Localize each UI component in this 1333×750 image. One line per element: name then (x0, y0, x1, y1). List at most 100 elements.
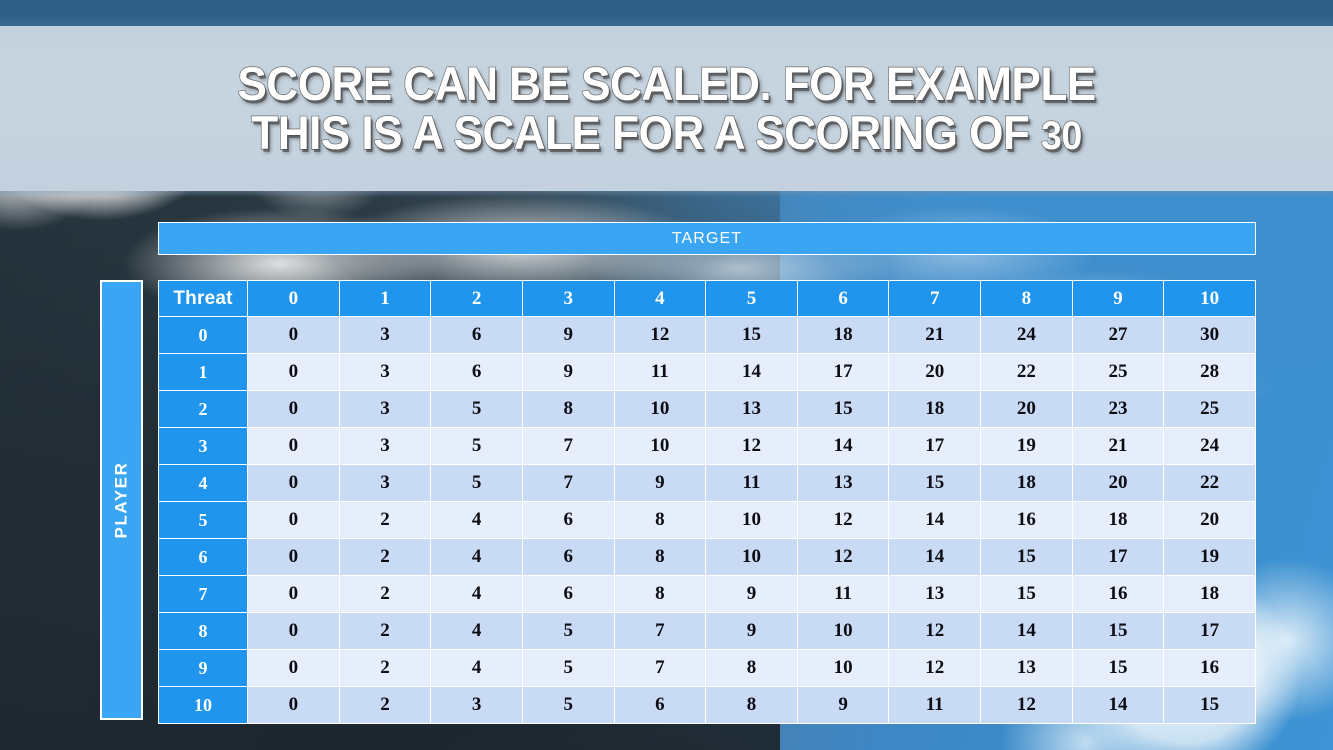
score-cell-p10-t1: 2 (339, 687, 432, 724)
target-column-header-10: 10 (1164, 280, 1256, 317)
score-cell-p0-t7: 21 (889, 317, 981, 354)
score-cell-p10-t9: 14 (1072, 687, 1165, 724)
table-row: 3 0 3 5 7 10 12 14 17 19 21 24 (158, 428, 1256, 465)
score-cell-p8-t7: 12 (889, 613, 981, 650)
score-cell-p0-t2: 6 (431, 317, 523, 354)
score-cell-p0-t9: 27 (1072, 317, 1165, 354)
score-cell-p8-t9: 15 (1072, 613, 1165, 650)
score-cell-p1-t7: 20 (889, 354, 981, 391)
score-cell-p8-t6: 10 (797, 613, 890, 650)
score-cell-p0-t0: 0 (248, 317, 340, 354)
score-cell-p10-t6: 9 (797, 687, 890, 724)
score-cell-p2-t9: 23 (1072, 391, 1165, 428)
score-cell-p0-t10: 30 (1164, 317, 1256, 354)
score-cell-p8-t0: 0 (248, 613, 340, 650)
target-axis-label-bar: TARGET (158, 222, 1256, 255)
table-row: 5 0 2 4 6 8 10 12 14 16 18 20 (158, 502, 1256, 539)
score-cell-p4-t0: 0 (248, 465, 340, 502)
score-cell-p4-t4: 9 (614, 465, 707, 502)
score-cell-p3-t10: 24 (1164, 428, 1256, 465)
score-cell-p9-t3: 5 (522, 650, 615, 687)
player-row-header-0: 0 (158, 317, 248, 354)
target-column-header-0: 0 (248, 280, 340, 317)
score-cell-p5-t8: 16 (981, 502, 1073, 539)
score-cell-p9-t5: 8 (706, 650, 798, 687)
matrix-header: Threat 0 1 2 3 4 5 6 7 8 9 10 (158, 280, 1256, 317)
score-cell-p1-t3: 9 (522, 354, 615, 391)
threat-corner-header: Threat (158, 280, 248, 317)
score-cell-p2-t10: 25 (1164, 391, 1256, 428)
target-column-header-9: 9 (1072, 280, 1165, 317)
score-cell-p10-t4: 6 (614, 687, 707, 724)
score-cell-p6-t3: 6 (522, 539, 615, 576)
table-row: 6 0 2 4 6 8 10 12 14 15 17 19 (158, 539, 1256, 576)
score-cell-p2-t6: 15 (797, 391, 890, 428)
score-cell-p7-t8: 15 (981, 576, 1073, 613)
score-cell-p9-t9: 15 (1072, 650, 1165, 687)
score-cell-p2-t4: 10 (614, 391, 707, 428)
score-cell-p8-t5: 9 (706, 613, 798, 650)
table-row: 4 0 3 5 7 9 11 13 15 18 20 22 (158, 465, 1256, 502)
score-cell-p3-t2: 5 (431, 428, 523, 465)
score-cell-p7-t4: 8 (614, 576, 707, 613)
score-cell-p4-t3: 7 (522, 465, 615, 502)
score-cell-p5-t5: 10 (706, 502, 798, 539)
score-cell-p3-t9: 21 (1072, 428, 1165, 465)
score-cell-p4-t5: 11 (706, 465, 798, 502)
score-cell-p2-t5: 13 (706, 391, 798, 428)
score-cell-p1-t6: 17 (797, 354, 890, 391)
title-top-strip (0, 0, 1333, 26)
player-row-header-9: 9 (158, 650, 248, 687)
score-cell-p8-t4: 7 (614, 613, 707, 650)
table-row: 2 0 3 5 8 10 13 15 18 20 23 25 (158, 391, 1256, 428)
score-cell-p7-t1: 2 (339, 576, 432, 613)
player-row-header-6: 6 (158, 539, 248, 576)
target-column-header-2: 2 (431, 280, 523, 317)
score-cell-p0-t8: 24 (981, 317, 1073, 354)
score-cell-p7-t3: 6 (522, 576, 615, 613)
score-cell-p5-t0: 0 (248, 502, 340, 539)
score-cell-p4-t8: 18 (981, 465, 1073, 502)
table-row: 7 0 2 4 6 8 9 11 13 15 16 18 (158, 576, 1256, 613)
score-cell-p7-t10: 18 (1164, 576, 1256, 613)
score-cell-p5-t9: 18 (1072, 502, 1165, 539)
title-line-1: SCORE CAN BE SCALED. FOR EXAMPLE (237, 56, 1097, 110)
scoring-matrix-table: Threat 0 1 2 3 4 5 6 7 8 9 10 0 0 3 6 9 12 15 18 21 24 27 30 1… (158, 280, 1256, 724)
score-cell-p7-t2: 4 (431, 576, 523, 613)
score-cell-p6-t10: 19 (1164, 539, 1256, 576)
score-cell-p9-t0: 0 (248, 650, 340, 687)
score-cell-p5-t3: 6 (522, 502, 615, 539)
score-cell-p7-t9: 16 (1072, 576, 1165, 613)
score-cell-p5-t6: 12 (797, 502, 890, 539)
score-cell-p9-t7: 12 (889, 650, 981, 687)
score-cell-p1-t4: 11 (614, 354, 707, 391)
title-band: SCORE CAN BE SCALED. FOR EXAMPLE THIS IS… (0, 26, 1333, 197)
score-cell-p9-t4: 7 (614, 650, 707, 687)
score-cell-p7-t0: 0 (248, 576, 340, 613)
score-cell-p2-t1: 3 (339, 391, 432, 428)
score-cell-p1-t1: 3 (339, 354, 432, 391)
player-row-header-4: 4 (158, 465, 248, 502)
target-column-header-8: 8 (981, 280, 1073, 317)
table-row: 1 0 3 6 9 11 14 17 20 22 25 28 (158, 354, 1256, 391)
target-column-header-1: 1 (339, 280, 432, 317)
score-cell-p9-t1: 2 (339, 650, 432, 687)
target-column-header-7: 7 (889, 280, 981, 317)
score-cell-p0-t1: 3 (339, 317, 432, 354)
player-row-header-1: 1 (158, 354, 248, 391)
target-column-header-3: 3 (522, 280, 615, 317)
score-cell-p5-t2: 4 (431, 502, 523, 539)
score-cell-p0-t3: 9 (522, 317, 615, 354)
score-cell-p1-t9: 25 (1072, 354, 1165, 391)
table-row: 8 0 2 4 5 7 9 10 12 14 15 17 (158, 613, 1256, 650)
player-row-header-5: 5 (158, 502, 248, 539)
score-cell-p6-t9: 17 (1072, 539, 1165, 576)
score-cell-p0-t4: 12 (614, 317, 707, 354)
score-cell-p5-t7: 14 (889, 502, 981, 539)
score-cell-p4-t10: 22 (1164, 465, 1256, 502)
score-cell-p0-t5: 15 (706, 317, 798, 354)
table-row: 0 0 3 6 9 12 15 18 21 24 27 30 (158, 317, 1256, 354)
table-row: 10 0 2 3 5 6 8 9 11 12 14 15 (158, 687, 1256, 724)
score-cell-p9-t10: 16 (1164, 650, 1256, 687)
player-axis-label: PLAYER (111, 461, 131, 539)
